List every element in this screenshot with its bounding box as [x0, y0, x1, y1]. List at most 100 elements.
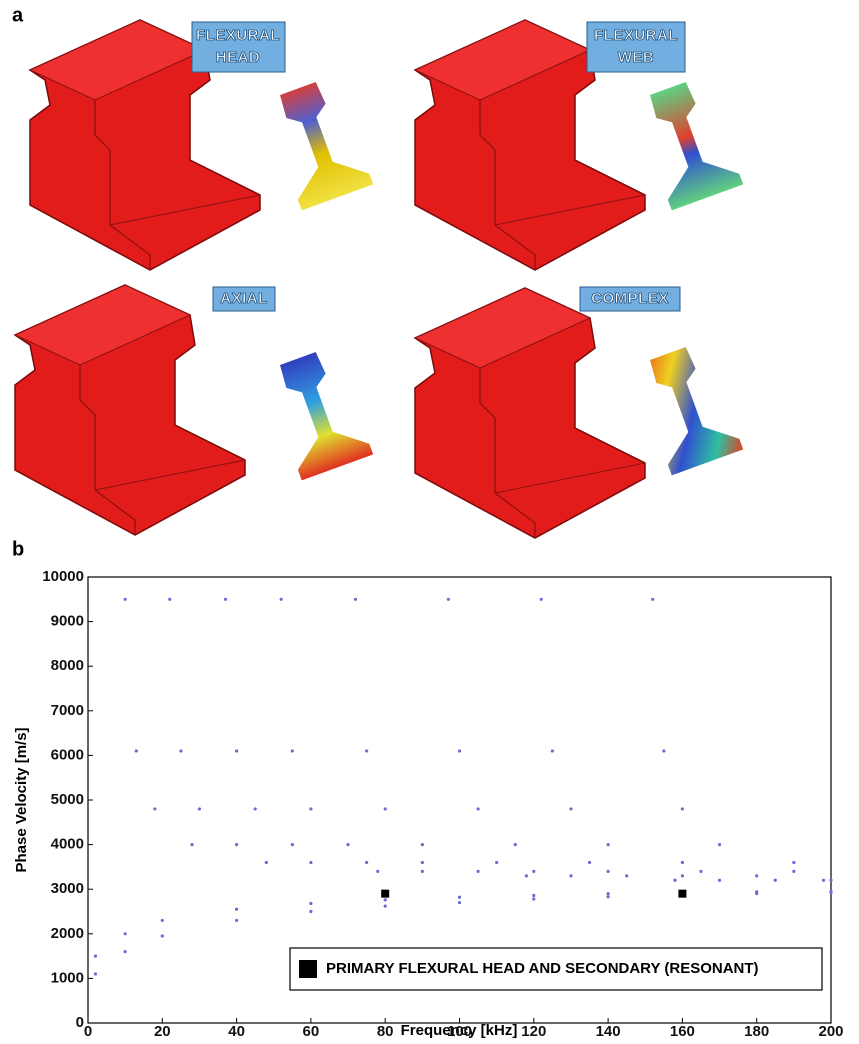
- mode-label: WEB: [618, 49, 655, 66]
- dispersion-dot: [625, 874, 628, 877]
- marker-square: [678, 890, 686, 898]
- dispersion-dot: [161, 919, 164, 922]
- dispersion-dot: [588, 861, 591, 864]
- dispersion-dot: [153, 807, 156, 810]
- dispersion-dot: [525, 874, 528, 877]
- dispersion-dot: [309, 902, 312, 905]
- dispersion-dot: [135, 749, 138, 752]
- dispersion-dot: [607, 892, 610, 895]
- dispersion-dot: [458, 749, 461, 752]
- y-tick-label: 10000: [42, 568, 84, 585]
- x-tick-label: 0: [84, 1023, 92, 1039]
- dispersion-dot: [792, 861, 795, 864]
- dispersion-dot: [365, 749, 368, 752]
- dispersion-dot: [514, 843, 517, 846]
- dispersion-dot: [124, 932, 127, 935]
- dispersion-dot: [190, 843, 193, 846]
- mode-label: HEAD: [216, 49, 261, 66]
- x-tick-label: 80: [377, 1023, 394, 1039]
- dispersion-dot: [354, 598, 357, 601]
- dispersion-dot: [291, 749, 294, 752]
- dispersion-dot: [254, 807, 257, 810]
- section-complex: [632, 341, 743, 476]
- dispersion-dot: [224, 598, 227, 601]
- dispersion-dot: [755, 874, 758, 877]
- legend-swatch: [299, 960, 317, 978]
- panel-label: b: [12, 538, 24, 560]
- dispersion-dot: [421, 870, 424, 873]
- x-tick-label: 60: [303, 1023, 320, 1039]
- dispersion-dot: [384, 905, 387, 908]
- dispersion-dot: [569, 807, 572, 810]
- y-tick-label: 6000: [51, 746, 84, 763]
- dispersion-dot: [774, 879, 777, 882]
- marker-square: [381, 890, 389, 898]
- x-tick-label: 160: [670, 1023, 695, 1039]
- panel-label: a: [12, 4, 24, 26]
- dispersion-dot: [124, 598, 127, 601]
- dispersion-dot: [651, 598, 654, 601]
- dispersion-dot: [792, 870, 795, 873]
- y-tick-label: 0: [76, 1014, 84, 1031]
- dispersion-dot: [346, 843, 349, 846]
- dispersion-dot: [124, 950, 127, 953]
- rail-axial: [15, 285, 245, 535]
- x-tick-label: 20: [154, 1023, 171, 1039]
- dispersion-dot: [309, 807, 312, 810]
- dispersion-dot: [699, 870, 702, 873]
- y-tick-label: 9000: [51, 613, 84, 630]
- dispersion-dot: [458, 896, 461, 899]
- x-tick-label: 120: [521, 1023, 546, 1039]
- dispersion-dot: [94, 955, 97, 958]
- dispersion-dot: [532, 897, 535, 900]
- dispersion-dot: [458, 901, 461, 904]
- section-axial: [262, 346, 373, 481]
- dispersion-dot: [309, 910, 312, 913]
- y-axis-label: Phase Velocity [m/s]: [13, 727, 30, 872]
- dispersion-dot: [681, 807, 684, 810]
- y-tick-label: 4000: [51, 836, 84, 853]
- dispersion-dot: [161, 934, 164, 937]
- dispersion-dot: [447, 598, 450, 601]
- section-flexural-web: [632, 76, 743, 211]
- dispersion-dot: [384, 807, 387, 810]
- mode-label: AXIAL: [220, 290, 268, 307]
- dispersion-dot: [755, 890, 758, 893]
- dispersion-dot: [532, 870, 535, 873]
- dispersion-dot: [476, 807, 479, 810]
- dispersion-dot: [235, 908, 238, 911]
- dispersion-dot: [607, 895, 610, 898]
- y-tick-label: 3000: [51, 880, 84, 897]
- dispersion-dot: [829, 890, 832, 893]
- dispersion-dot: [235, 919, 238, 922]
- legend-label: PRIMARY FLEXURAL HEAD AND SECONDARY (RES…: [326, 960, 759, 977]
- dispersion-dot: [384, 898, 387, 901]
- mode-label: FLEXURAL: [196, 27, 280, 44]
- dispersion-dot: [673, 879, 676, 882]
- x-tick-label: 40: [228, 1023, 245, 1039]
- y-tick-label: 7000: [51, 702, 84, 719]
- x-tick-label: 180: [744, 1023, 769, 1039]
- rail-complex: [415, 288, 645, 538]
- dispersion-dot: [421, 843, 424, 846]
- dispersion-dot: [280, 598, 283, 601]
- x-tick-label: 200: [818, 1023, 843, 1039]
- dispersion-dot: [607, 843, 610, 846]
- dispersion-dot: [94, 972, 97, 975]
- dispersion-dot: [551, 749, 554, 752]
- dispersion-dot: [476, 870, 479, 873]
- dispersion-dot: [718, 879, 721, 882]
- dispersion-dot: [822, 879, 825, 882]
- dispersion-dot: [540, 598, 543, 601]
- dispersion-dot: [829, 879, 832, 882]
- dispersion-dot: [662, 749, 665, 752]
- dispersion-dot: [235, 843, 238, 846]
- dispersion-dot: [179, 749, 182, 752]
- dispersion-dot: [718, 843, 721, 846]
- dispersion-dot: [198, 807, 201, 810]
- dispersion-dot: [235, 749, 238, 752]
- mode-label: FLEXURAL: [594, 27, 678, 44]
- dispersion-dot: [495, 861, 498, 864]
- y-tick-label: 1000: [51, 969, 84, 986]
- figure: a FLEXURAL HEAD FLEXURAL WEB AXIAL COMPL…: [0, 0, 859, 1039]
